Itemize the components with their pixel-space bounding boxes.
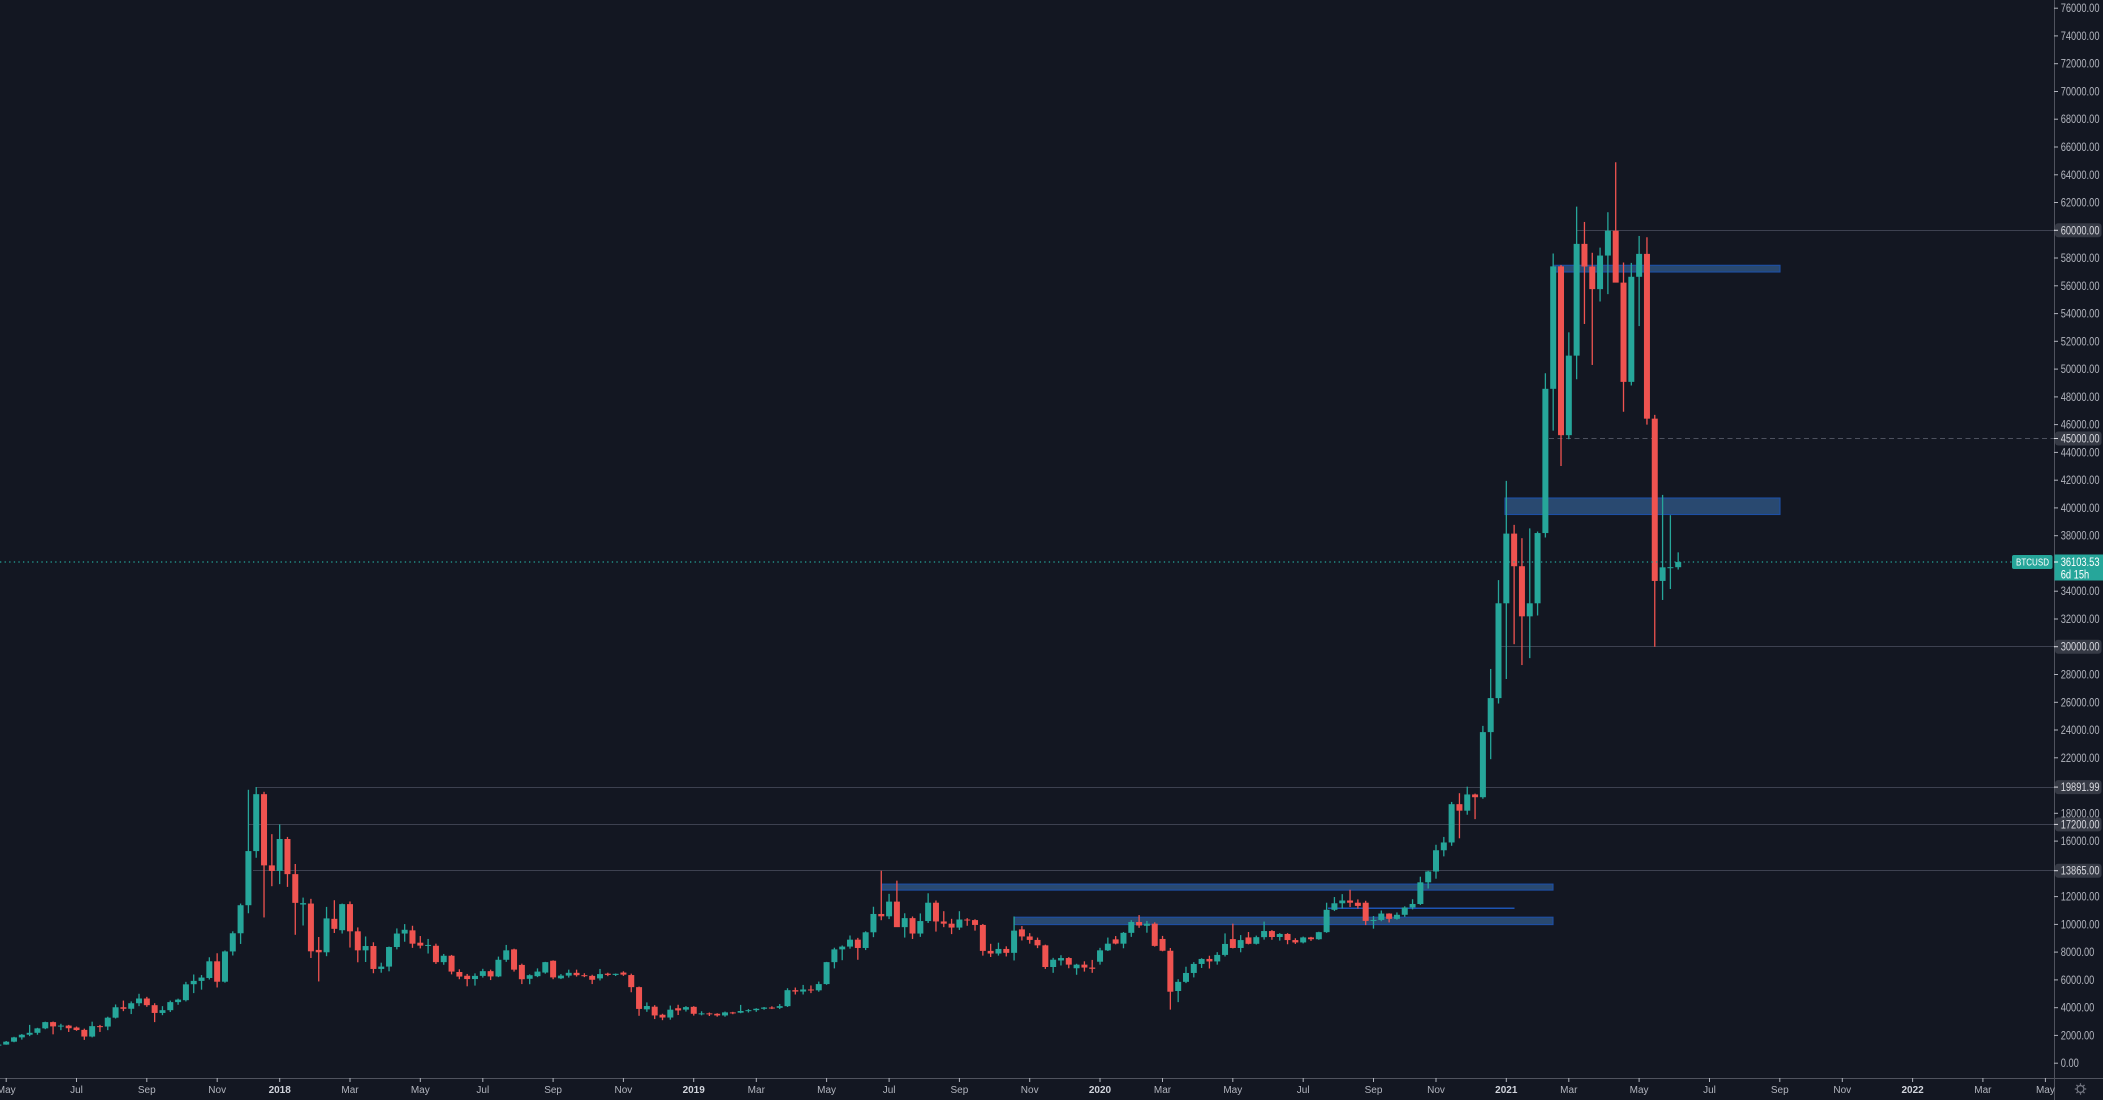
svg-text:Mar: Mar xyxy=(1560,1085,1578,1096)
svg-text:May: May xyxy=(1223,1085,1242,1096)
svg-text:30000.00: 30000.00 xyxy=(2061,642,2100,654)
svg-text:Nov: Nov xyxy=(615,1085,633,1096)
svg-text:Jul: Jul xyxy=(1297,1085,1310,1096)
svg-text:76000.00: 76000.00 xyxy=(2061,3,2100,15)
svg-text:16000.00: 16000.00 xyxy=(2061,836,2100,848)
svg-text:32000.00: 32000.00 xyxy=(2061,614,2100,626)
svg-text:2020: 2020 xyxy=(1089,1085,1112,1096)
svg-text:44000.00: 44000.00 xyxy=(2061,447,2100,459)
svg-text:Sep: Sep xyxy=(951,1085,969,1096)
svg-text:58000.00: 58000.00 xyxy=(2061,253,2100,265)
svg-text:19891.99: 19891.99 xyxy=(2061,782,2100,794)
svg-text:56000.00: 56000.00 xyxy=(2061,281,2100,293)
svg-text:48000.00: 48000.00 xyxy=(2061,392,2100,404)
svg-text:Nov: Nov xyxy=(208,1085,226,1096)
svg-text:10000.00: 10000.00 xyxy=(2061,919,2100,931)
svg-text:Nov: Nov xyxy=(1427,1085,1445,1096)
svg-text:Sep: Sep xyxy=(1771,1085,1789,1096)
svg-text:74000.00: 74000.00 xyxy=(2061,31,2100,43)
svg-text:Jul: Jul xyxy=(883,1085,896,1096)
svg-text:Sep: Sep xyxy=(1365,1085,1383,1096)
svg-text:BTCUSD: BTCUSD xyxy=(2016,558,2049,569)
svg-text:Mar: Mar xyxy=(341,1085,359,1096)
svg-text:2021: 2021 xyxy=(1495,1085,1518,1096)
svg-text:2022: 2022 xyxy=(1901,1085,1924,1096)
svg-text:Sep: Sep xyxy=(544,1085,562,1096)
svg-text:May: May xyxy=(411,1085,430,1096)
svg-text:60000.00: 60000.00 xyxy=(2061,225,2100,237)
svg-text:13865.00: 13865.00 xyxy=(2061,866,2100,878)
svg-text:72000.00: 72000.00 xyxy=(2061,59,2100,71)
svg-text:Jul: Jul xyxy=(70,1085,83,1096)
svg-text:4000.00: 4000.00 xyxy=(2061,1003,2095,1015)
svg-text:38000.00: 38000.00 xyxy=(2061,531,2100,543)
svg-text:May: May xyxy=(0,1085,16,1096)
svg-text:2019: 2019 xyxy=(683,1085,706,1096)
svg-text:45000.00: 45000.00 xyxy=(2061,434,2100,446)
svg-text:42000.00: 42000.00 xyxy=(2061,475,2100,487)
svg-text:54000.00: 54000.00 xyxy=(2061,309,2100,321)
svg-text:May: May xyxy=(1630,1085,1649,1096)
svg-text:64000.00: 64000.00 xyxy=(2061,170,2100,182)
svg-text:8000.00: 8000.00 xyxy=(2061,947,2095,959)
svg-text:22000.00: 22000.00 xyxy=(2061,753,2100,765)
svg-text:May: May xyxy=(817,1085,836,1096)
svg-text:36103.53: 36103.53 xyxy=(2061,557,2100,569)
svg-text:6000.00: 6000.00 xyxy=(2061,975,2095,987)
svg-text:46000.00: 46000.00 xyxy=(2061,420,2100,432)
svg-text:28000.00: 28000.00 xyxy=(2061,670,2100,682)
svg-text:2000.00: 2000.00 xyxy=(2061,1030,2095,1042)
svg-text:Nov: Nov xyxy=(1021,1085,1039,1096)
svg-text:34000.00: 34000.00 xyxy=(2061,586,2100,598)
svg-text:52000.00: 52000.00 xyxy=(2061,336,2100,348)
svg-text:Jul: Jul xyxy=(476,1085,489,1096)
svg-text:Mar: Mar xyxy=(1154,1085,1172,1096)
svg-text:Mar: Mar xyxy=(1974,1085,1992,1096)
svg-text:62000.00: 62000.00 xyxy=(2061,198,2100,210)
svg-text:Jul: Jul xyxy=(1703,1085,1716,1096)
svg-text:17200.00: 17200.00 xyxy=(2061,819,2100,831)
svg-text:70000.00: 70000.00 xyxy=(2061,87,2100,99)
svg-text:12000.00: 12000.00 xyxy=(2061,892,2100,904)
svg-text:2018: 2018 xyxy=(269,1085,292,1096)
svg-text:Mar: Mar xyxy=(748,1085,766,1096)
svg-text:0.00: 0.00 xyxy=(2061,1058,2079,1070)
svg-text:50000.00: 50000.00 xyxy=(2061,364,2100,376)
svg-text:Sep: Sep xyxy=(138,1085,156,1096)
svg-text:68000.00: 68000.00 xyxy=(2061,114,2100,126)
svg-text:26000.00: 26000.00 xyxy=(2061,697,2100,709)
svg-text:40000.00: 40000.00 xyxy=(2061,503,2100,515)
svg-text:6d 15h: 6d 15h xyxy=(2061,569,2090,581)
svg-text:24000.00: 24000.00 xyxy=(2061,725,2100,737)
svg-text:66000.00: 66000.00 xyxy=(2061,142,2100,154)
svg-text:May: May xyxy=(2036,1085,2055,1096)
svg-text:18000.00: 18000.00 xyxy=(2061,808,2100,820)
svg-text:Nov: Nov xyxy=(1833,1085,1851,1096)
